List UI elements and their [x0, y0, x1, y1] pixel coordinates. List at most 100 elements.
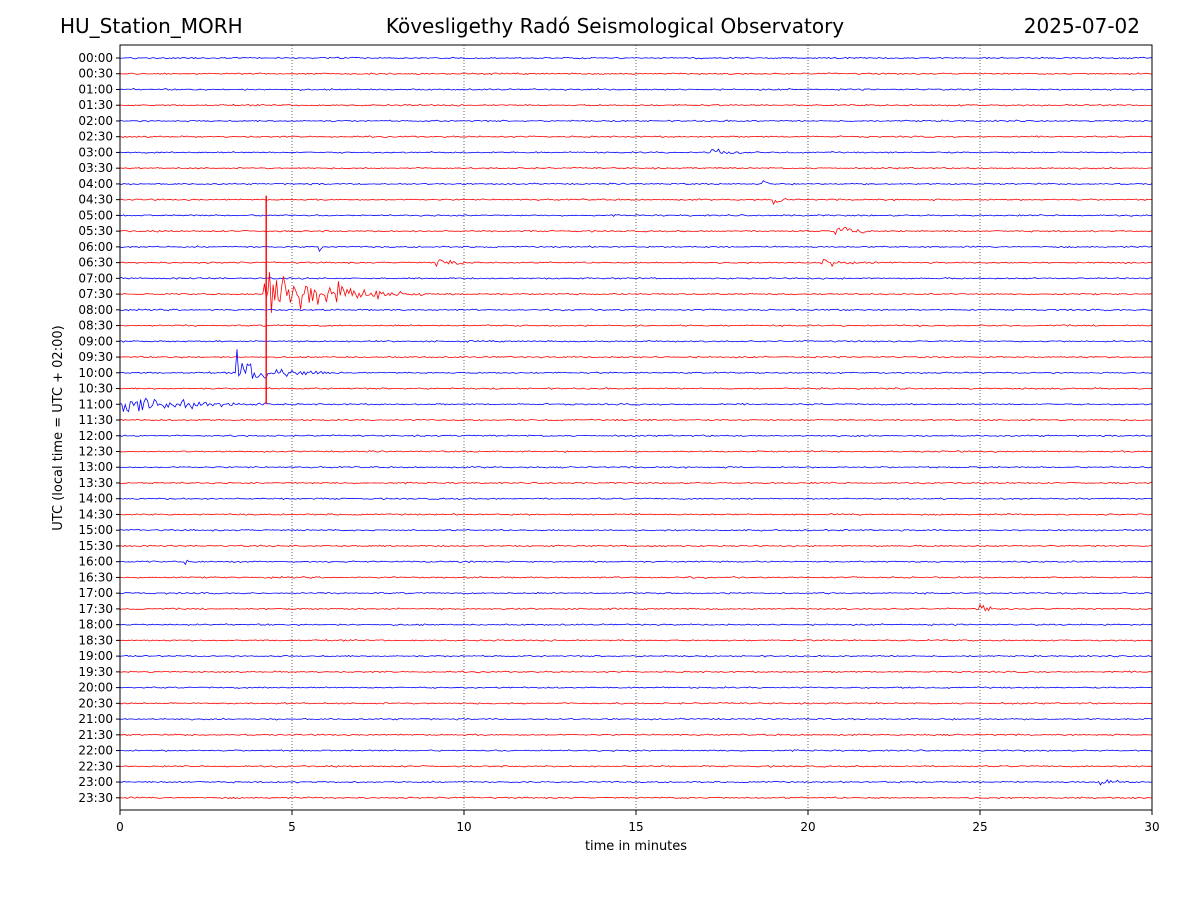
- seismic-trace-1300: [119, 465, 1153, 469]
- y-tick-label: 16:30: [78, 570, 113, 584]
- seismic-trace-0530: [119, 226, 1153, 236]
- seismic-trace-0600: [119, 245, 1153, 253]
- seismic-trace-1500: [119, 528, 1152, 532]
- y-tick-label: 21:00: [78, 712, 113, 726]
- y-tick-label: 22:30: [78, 759, 113, 773]
- y-tick-label: 18:30: [78, 633, 113, 647]
- seismic-trace-1530: [120, 544, 1152, 548]
- x-tick-label: 25: [972, 820, 987, 834]
- seismic-trace-1900: [119, 654, 1153, 658]
- seismic-trace-1800: [119, 623, 1153, 627]
- y-tick-label: 09:00: [78, 334, 113, 348]
- y-tick-label: 14:30: [78, 507, 113, 521]
- seismic-trace-2030: [119, 701, 1153, 705]
- seismic-trace-2200: [120, 749, 1153, 753]
- seismic-trace-2130: [119, 733, 1153, 737]
- seismic-trace-2330: [119, 796, 1152, 800]
- y-tick-label: 15:00: [78, 523, 113, 537]
- seismic-trace-0230: [119, 135, 1153, 139]
- y-tick-label: 07:00: [78, 271, 113, 285]
- y-tick-label: 06:30: [78, 256, 113, 270]
- station-name: HU_Station_MORH: [60, 14, 243, 38]
- seismic-trace-1230: [119, 450, 1153, 453]
- chart-date: 2025-07-02: [1023, 14, 1140, 38]
- y-tick-label: 20:30: [78, 696, 113, 710]
- y-tick-label: 08:00: [78, 303, 113, 317]
- x-tick-label: 20: [800, 820, 815, 834]
- seismic-trace-1200: [119, 434, 1153, 438]
- y-tick-label: 00:00: [78, 51, 113, 65]
- chart-title: Kövesligethy Radó Seismological Observat…: [385, 14, 845, 38]
- y-tick-label: 09:30: [78, 350, 113, 364]
- x-tick-label: 0: [116, 820, 124, 834]
- seismic-trace-0700: [119, 277, 1153, 280]
- y-tick-label: 13:00: [78, 460, 113, 474]
- y-tick-label: 22:00: [78, 744, 113, 758]
- y-tick-label: 02:00: [78, 114, 113, 128]
- y-tick-label: 02:30: [78, 130, 113, 144]
- seismic-trace-1930: [119, 670, 1153, 674]
- y-tick-label: 23:00: [78, 775, 113, 789]
- y-tick-label: 12:00: [78, 429, 113, 443]
- x-axis: 0 5 10 15 20 25 30: [116, 810, 1160, 834]
- y-tick-label: 04:00: [78, 177, 113, 191]
- seismic-trace-0930: [119, 355, 1153, 359]
- seismic-trace-2100: [119, 717, 1153, 721]
- seismic-trace-0800: [119, 308, 1153, 312]
- y-tick-label: 03:00: [78, 145, 113, 159]
- y-tick-label: 03:30: [78, 161, 113, 175]
- y-tick-label: 19:30: [78, 665, 113, 679]
- y-tick-label: 10:00: [78, 366, 113, 380]
- y-axis-label: UTC (local time = UTC + 02:00): [51, 325, 66, 530]
- traces: [119, 56, 1153, 800]
- seismic-trace-1830: [119, 639, 1152, 642]
- seismic-trace-1700: [119, 591, 1153, 595]
- seismic-trace-0330: [119, 166, 1152, 170]
- y-tick-label: 21:30: [78, 728, 113, 742]
- seismic-trace-0300: [119, 148, 1153, 154]
- x-tick-label: 5: [288, 820, 296, 834]
- y-tick-label: 07:30: [78, 287, 113, 301]
- y-tick-label: 17:00: [78, 586, 113, 600]
- seismic-trace-1130: [119, 418, 1153, 422]
- seismic-trace-0400: [119, 180, 1153, 186]
- y-tick-label: 05:30: [78, 224, 113, 238]
- seismic-trace-0000: [119, 56, 1153, 60]
- grid-lines: [291, 45, 981, 810]
- y-tick-label: 15:30: [78, 539, 113, 553]
- y-tick-label: 20:00: [78, 681, 113, 695]
- seismic-trace-1600: [119, 559, 1153, 566]
- seismic-trace-2230: [119, 764, 1153, 768]
- seismic-trace-2000: [119, 686, 1153, 689]
- y-tick-label: 10:30: [78, 382, 113, 396]
- seismic-trace-1330: [120, 481, 1153, 485]
- y-tick-label: 18:00: [78, 618, 113, 632]
- x-tick-label: 30: [1144, 820, 1159, 834]
- y-tick-label: 12:30: [78, 445, 113, 459]
- y-tick-label: 16:00: [78, 555, 113, 569]
- seismic-trace-0430: [119, 198, 1153, 206]
- seismic-trace-0130: [119, 103, 1153, 107]
- x-tick-label: 15: [628, 820, 643, 834]
- x-tick-label: 10: [456, 820, 471, 834]
- seismic-trace-0030: [119, 72, 1153, 76]
- seismic-trace-0100: [119, 88, 1153, 91]
- seismic-trace-1730: [119, 603, 1153, 612]
- seismic-trace-0200: [119, 119, 1153, 123]
- y-tick-label: 23:30: [78, 791, 113, 805]
- seismic-trace-1630: [119, 575, 1153, 579]
- y-tick-label: 01:00: [78, 82, 113, 96]
- y-tick-label: 00:30: [78, 67, 113, 81]
- y-tick-label: 11:00: [78, 397, 113, 411]
- seismic-trace-1100: [119, 397, 1153, 413]
- y-tick-label: 19:00: [78, 649, 113, 663]
- y-tick-label: 14:00: [78, 492, 113, 506]
- y-tick-label: 04:30: [78, 193, 113, 207]
- seismic-trace-1030: [119, 387, 1153, 390]
- y-tick-label: 13:30: [78, 476, 113, 490]
- seismic-trace-0630: [119, 259, 1153, 268]
- y-tick-label: 17:30: [78, 602, 113, 616]
- seismic-trace-0730: [119, 272, 1153, 313]
